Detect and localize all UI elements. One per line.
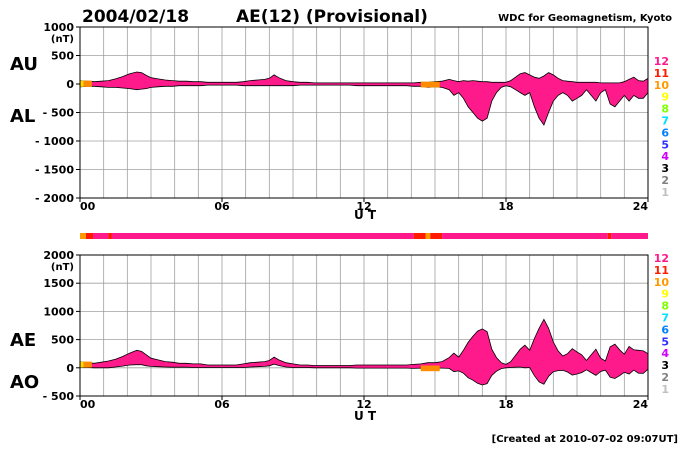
y-tick-label: - 500: [43, 390, 75, 403]
al-label: AL: [10, 106, 35, 127]
station-count-label: 11: [654, 264, 669, 277]
station-count-label: 5: [661, 138, 669, 151]
au-al-fill: [80, 72, 648, 125]
station-bar-segment: [425, 233, 431, 239]
x-tick-label: 12: [356, 200, 371, 213]
station-count-label: 1: [661, 186, 669, 199]
low-count-segment: [420, 365, 440, 372]
y-tick-label: - 2000: [35, 192, 74, 205]
ae-label: AE: [10, 330, 36, 351]
station-count-label: 5: [661, 335, 669, 348]
bottom-x-axis-label: U T: [354, 409, 377, 423]
x-tick-label: 12: [356, 398, 371, 411]
x-tick-label: 00: [80, 398, 96, 411]
bottom-panel-axes: 2000 1500 1000 500 0 - 500 00 06 12 18 24: [43, 249, 649, 411]
y-tick-label: - 1000: [35, 135, 74, 148]
station-count-label: 12: [654, 252, 669, 265]
y-tick-label: 0: [66, 78, 74, 91]
plot-title: AE(12) (Provisional): [236, 7, 428, 27]
low-count-segment: [80, 361, 84, 368]
station-bar-segment: [108, 233, 112, 239]
station-count-label: 2: [661, 174, 669, 187]
low-count-segment: [83, 361, 92, 368]
y-tick-label: 500: [51, 50, 74, 63]
station-bar-segment: [85, 233, 94, 239]
y-tick-label: 1000: [43, 305, 74, 318]
al-line: [79, 84, 649, 126]
station-bar-segment: [611, 233, 648, 239]
station-count-label: 4: [661, 150, 669, 163]
au-label: AU: [10, 54, 38, 75]
y-tick-label: - 500: [43, 107, 75, 120]
x-tick-label: 18: [498, 200, 513, 213]
station-bar-segment: [80, 233, 86, 239]
station-count-label: 1: [661, 383, 669, 396]
station-bar-segment: [413, 233, 426, 239]
ao-line: [80, 363, 649, 386]
station-count-label: 3: [661, 359, 669, 372]
top-panel-grid: [79, 26, 649, 199]
station-count-label: 6: [661, 323, 669, 336]
ae-ao-fill: [80, 319, 648, 385]
station-count-label: 9: [661, 91, 669, 104]
station-count-label: 4: [661, 347, 669, 360]
y-tick-label: - 1500: [35, 164, 74, 177]
station-count-bar: [80, 233, 648, 239]
low-count-segment: [420, 81, 440, 88]
x-tick-label: 06: [214, 200, 230, 213]
y-tick-label: 1500: [43, 277, 74, 290]
au-line: [79, 71, 649, 84]
x-tick-label: 24: [633, 200, 649, 213]
low-count-segment: [80, 80, 84, 87]
y-tick-label: 2000: [43, 249, 74, 262]
low-count-segment: [83, 80, 92, 87]
top-panel-axes: 1000 500 0 - 500 - 1000 - 1500 - 2000 00 06 12 18 2…: [35, 21, 649, 213]
y-tick-label: 500: [51, 334, 74, 347]
station-count-label: 10: [654, 276, 670, 289]
x-tick-label: 00: [80, 200, 96, 213]
bottom-unit-label: (nT): [51, 262, 74, 273]
ao-label: AO: [10, 372, 39, 393]
station-count-label: 9: [661, 288, 669, 301]
station-bar-segment: [442, 233, 608, 239]
station-count-label: 3: [661, 162, 669, 175]
au-al-area: [79, 71, 649, 126]
top-unit-label: (nT): [51, 34, 74, 45]
ae-ao-area: [79, 318, 649, 386]
station-count-label: 12: [654, 55, 669, 68]
station-bar-segment: [430, 233, 443, 239]
station-bar-segment: [111, 233, 414, 239]
station-count-label: 7: [661, 115, 669, 128]
station-count-label: 8: [661, 300, 669, 313]
y-tick-label: 0: [66, 362, 74, 375]
source-label: WDC for Geomagnetism, Kyoto: [498, 13, 672, 24]
station-count-label: 8: [661, 103, 669, 116]
created-label: [Created at 2010-07-02 09:07UT]: [492, 434, 678, 445]
plot-date: 2004/02/18: [82, 7, 189, 27]
x-tick-label: 24: [633, 398, 649, 411]
station-count-label: 7: [661, 312, 669, 325]
station-count-label: 2: [661, 371, 669, 384]
x-tick-label: 18: [498, 398, 513, 411]
station-count-label: 10: [654, 79, 670, 92]
station-count-label: 6: [661, 126, 669, 139]
station-bar-segment: [607, 233, 612, 239]
x-tick-label: 06: [214, 398, 230, 411]
station-count-label: 11: [654, 67, 669, 80]
ae-line: [79, 318, 649, 366]
station-bar-segment: [93, 233, 109, 239]
top-x-axis-label: U T: [354, 208, 377, 222]
bottom-panel-grid: [79, 254, 649, 397]
y-tick-label: 1000: [43, 21, 74, 34]
